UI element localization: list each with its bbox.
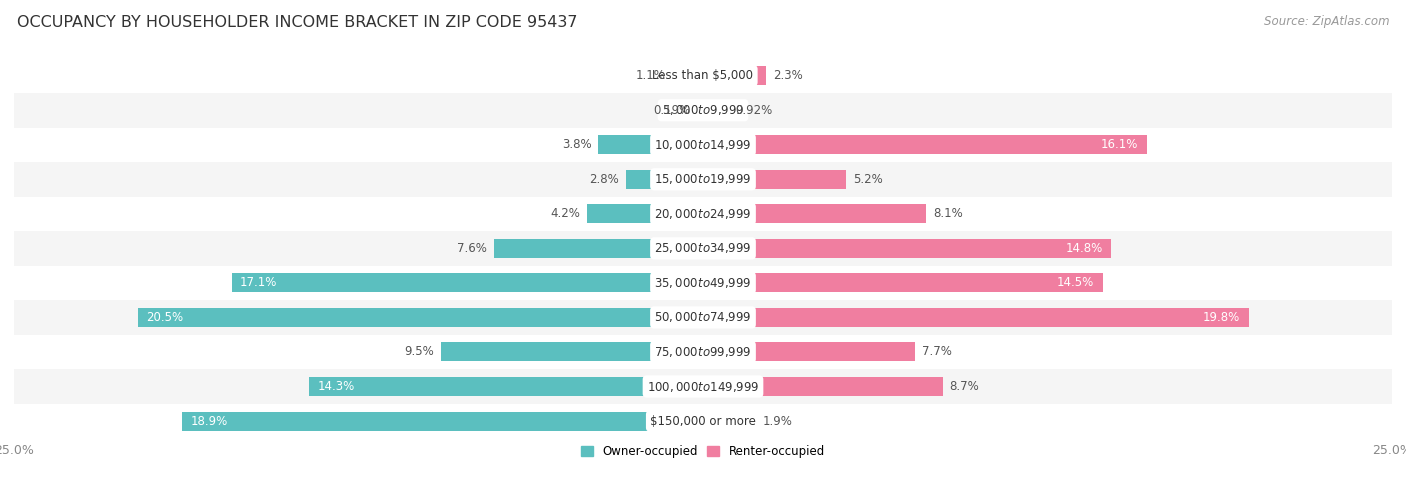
Text: 4.2%: 4.2% <box>551 207 581 220</box>
Text: 7.7%: 7.7% <box>922 345 952 358</box>
Bar <box>14 404 1392 438</box>
Bar <box>14 197 1392 231</box>
Bar <box>14 265 1392 300</box>
Text: $150,000 or more: $150,000 or more <box>650 414 756 428</box>
Text: 7.6%: 7.6% <box>457 242 486 255</box>
Bar <box>626 170 703 189</box>
Bar <box>703 377 943 396</box>
Text: $15,000 to $19,999: $15,000 to $19,999 <box>654 172 752 187</box>
Bar <box>14 335 1392 369</box>
Text: 20.5%: 20.5% <box>146 311 183 324</box>
Text: OCCUPANCY BY HOUSEHOLDER INCOME BRACKET IN ZIP CODE 95437: OCCUPANCY BY HOUSEHOLDER INCOME BRACKET … <box>17 15 578 30</box>
Text: $50,000 to $74,999: $50,000 to $74,999 <box>654 310 752 324</box>
Bar <box>599 135 703 154</box>
Text: 1.1%: 1.1% <box>636 69 666 82</box>
Text: 1.9%: 1.9% <box>762 414 792 428</box>
Text: 16.1%: 16.1% <box>1101 138 1139 151</box>
Text: 19.8%: 19.8% <box>1204 311 1240 324</box>
Text: $5,000 to $9,999: $5,000 to $9,999 <box>662 103 744 117</box>
Bar <box>703 205 927 224</box>
Bar <box>309 377 703 396</box>
Bar <box>703 273 1102 292</box>
Text: Less than $5,000: Less than $5,000 <box>652 69 754 82</box>
Bar <box>703 412 755 431</box>
Text: $20,000 to $24,999: $20,000 to $24,999 <box>654 207 752 221</box>
Bar <box>14 93 1392 128</box>
Bar <box>703 135 1147 154</box>
Text: Source: ZipAtlas.com: Source: ZipAtlas.com <box>1264 15 1389 28</box>
Bar <box>703 239 1111 258</box>
Text: 8.7%: 8.7% <box>949 380 980 393</box>
Bar <box>232 273 703 292</box>
Bar <box>703 308 1249 327</box>
Bar <box>672 66 703 85</box>
Text: 17.1%: 17.1% <box>240 277 277 289</box>
Text: 3.8%: 3.8% <box>562 138 592 151</box>
Text: 5.2%: 5.2% <box>853 173 883 186</box>
Legend: Owner-occupied, Renter-occupied: Owner-occupied, Renter-occupied <box>576 440 830 463</box>
Bar <box>494 239 703 258</box>
Bar <box>441 342 703 361</box>
Bar <box>14 128 1392 162</box>
Text: $25,000 to $34,999: $25,000 to $34,999 <box>654 242 752 255</box>
Bar <box>183 412 703 431</box>
Text: 0.92%: 0.92% <box>735 104 772 117</box>
Text: 18.9%: 18.9% <box>190 414 228 428</box>
Bar <box>588 205 703 224</box>
Bar <box>14 369 1392 404</box>
Text: $100,000 to $149,999: $100,000 to $149,999 <box>647 379 759 393</box>
Text: 8.1%: 8.1% <box>934 207 963 220</box>
Text: $75,000 to $99,999: $75,000 to $99,999 <box>654 345 752 359</box>
Bar <box>703 170 846 189</box>
Bar <box>697 101 703 120</box>
Bar <box>703 101 728 120</box>
Bar <box>14 300 1392 335</box>
Text: $10,000 to $14,999: $10,000 to $14,999 <box>654 138 752 152</box>
Text: 0.19%: 0.19% <box>654 104 690 117</box>
Text: 14.5%: 14.5% <box>1057 277 1094 289</box>
Bar <box>14 231 1392 265</box>
Text: 14.3%: 14.3% <box>318 380 354 393</box>
Bar <box>14 162 1392 197</box>
Bar <box>703 66 766 85</box>
Text: 2.8%: 2.8% <box>589 173 619 186</box>
Bar <box>703 342 915 361</box>
Bar <box>138 308 703 327</box>
Text: 9.5%: 9.5% <box>405 345 434 358</box>
Text: 14.8%: 14.8% <box>1066 242 1102 255</box>
Text: $35,000 to $49,999: $35,000 to $49,999 <box>654 276 752 290</box>
Bar <box>14 58 1392 93</box>
Text: 2.3%: 2.3% <box>773 69 803 82</box>
